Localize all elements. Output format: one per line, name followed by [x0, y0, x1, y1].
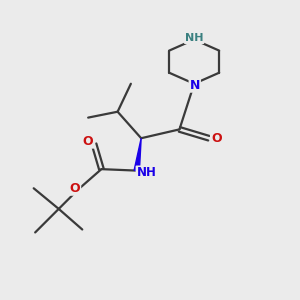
Text: O: O — [211, 132, 222, 145]
Polygon shape — [134, 138, 141, 171]
Text: O: O — [83, 135, 94, 148]
Text: N: N — [190, 79, 200, 92]
Text: NH: NH — [136, 167, 156, 179]
Text: NH: NH — [185, 33, 203, 43]
Text: O: O — [70, 182, 80, 195]
